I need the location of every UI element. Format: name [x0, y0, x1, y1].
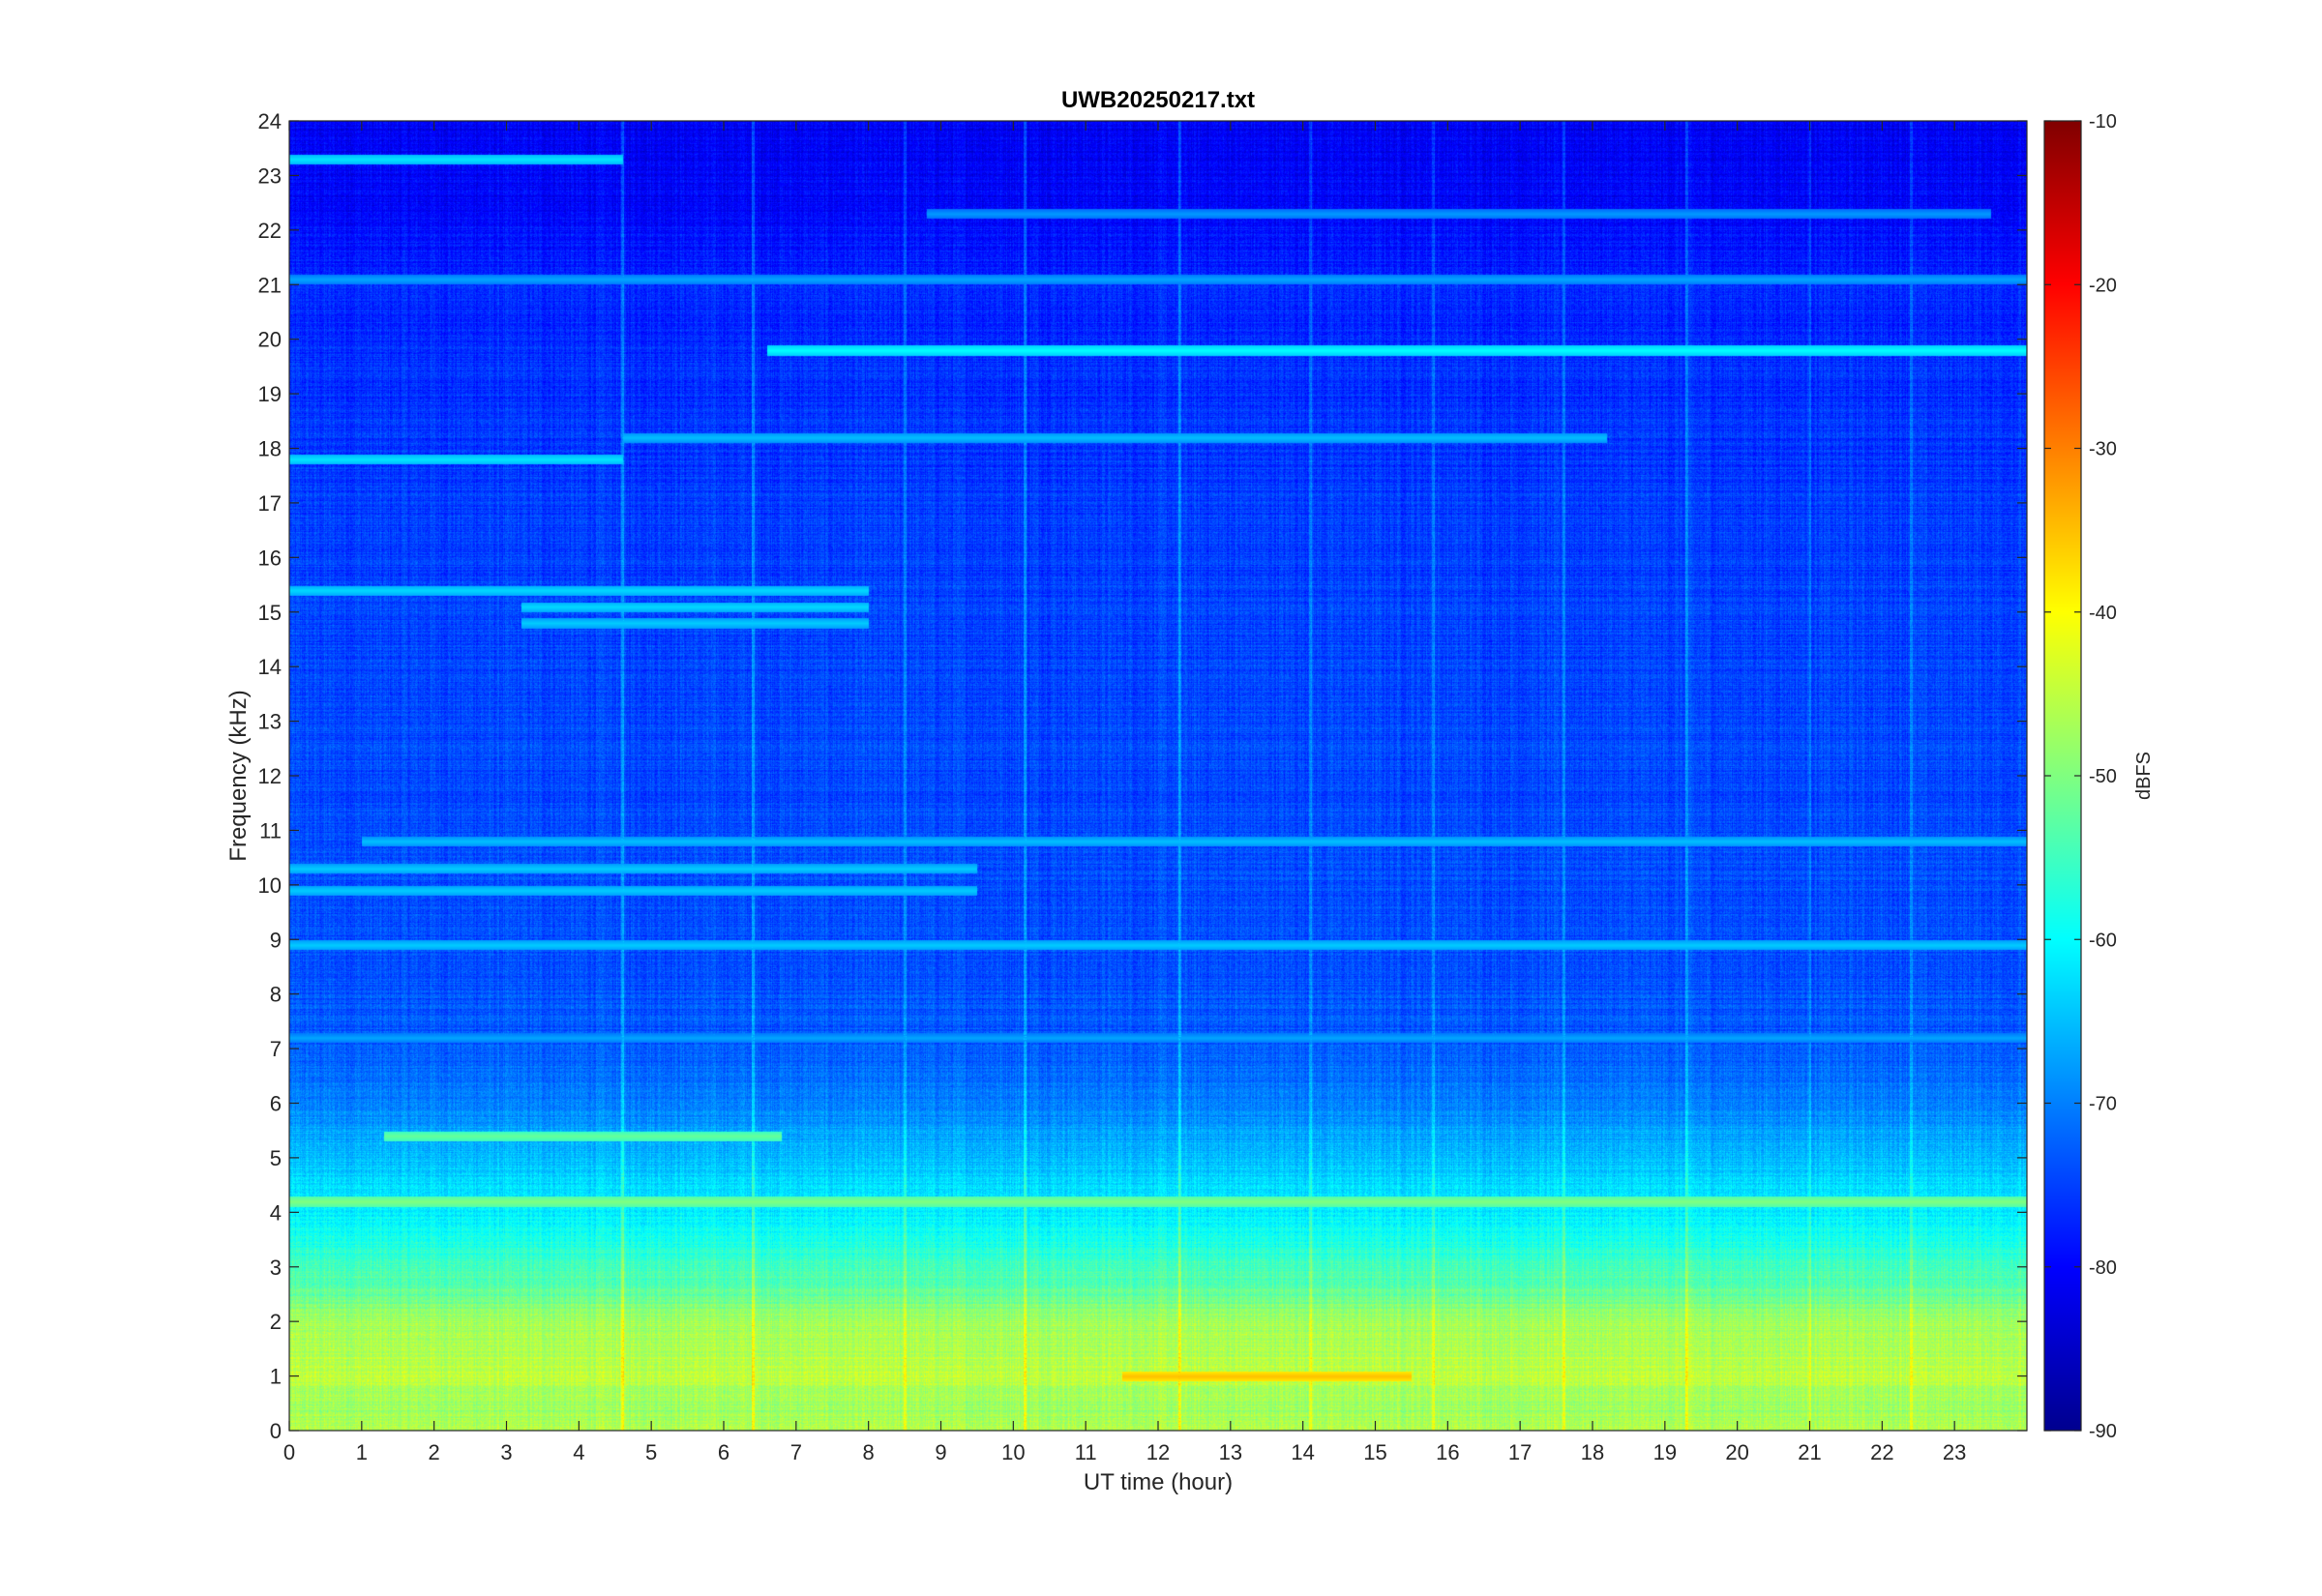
y-tick-label: 2 — [270, 1310, 282, 1334]
y-tick-label: 8 — [270, 983, 282, 1007]
y-tick-label: 4 — [270, 1200, 282, 1225]
y-tick-label: 9 — [270, 928, 282, 952]
y-tick-label: 18 — [258, 437, 282, 461]
y-tick-label: 16 — [258, 546, 282, 570]
colorbar-tick-label: -10 — [2089, 111, 2117, 133]
x-tick-label: 6 — [718, 1440, 729, 1464]
spectrogram-heatmap — [289, 121, 2027, 1431]
y-tick-label: 1 — [270, 1365, 282, 1389]
x-tick-label: 18 — [1581, 1440, 1604, 1464]
colorbar-tick-label: -60 — [2089, 930, 2117, 951]
x-tick-label: 8 — [863, 1440, 875, 1464]
colorbar-label: dBFS — [2133, 752, 2155, 800]
x-tick-label: 1 — [356, 1440, 368, 1464]
y-tick-label: 0 — [270, 1419, 282, 1443]
x-tick-label: 20 — [1725, 1440, 1748, 1464]
y-tick-label: 24 — [258, 109, 282, 133]
colorbar-tick-label: -30 — [2089, 439, 2117, 460]
y-tick-label: 19 — [258, 382, 282, 406]
x-tick-label: 0 — [283, 1440, 295, 1464]
colorbar-tick-label: -80 — [2089, 1257, 2117, 1279]
x-tick-label: 14 — [1291, 1440, 1314, 1464]
colorbar-tick-label: -70 — [2089, 1094, 2117, 1115]
x-tick-label: 15 — [1363, 1440, 1386, 1464]
colorbar-tick-label: -40 — [2089, 603, 2117, 624]
y-tick-label: 23 — [258, 163, 282, 188]
x-tick-label: 3 — [500, 1440, 512, 1464]
y-tick-label: 12 — [258, 764, 282, 788]
y-tick-label: 3 — [270, 1256, 282, 1280]
x-tick-label: 11 — [1075, 1440, 1097, 1464]
x-tick-label: 9 — [935, 1440, 946, 1464]
colorbar-tick-label: -20 — [2089, 275, 2117, 296]
x-tick-label: 13 — [1219, 1440, 1242, 1464]
x-tick-label: 19 — [1653, 1440, 1677, 1464]
x-tick-label: 5 — [645, 1440, 657, 1464]
colorbar-axis: -10 -20 -30 -40 -50 -60 -70 -80 -90 — [2044, 111, 2117, 1442]
y-tick-label: 22 — [258, 219, 282, 243]
y-tick-label: 11 — [259, 818, 282, 842]
y-tick-label: 7 — [270, 1037, 282, 1061]
x-tick-label: 7 — [790, 1440, 802, 1464]
y-tick-label: 5 — [270, 1146, 282, 1170]
y-tick-label: 20 — [258, 328, 282, 352]
colorbar-tick-label: -90 — [2089, 1421, 2117, 1442]
chart-title: UWB20250217.txt — [1061, 87, 1255, 113]
x-axis-label: UT time (hour) — [1084, 1469, 1233, 1495]
x-axis: 0 1 2 3 4 5 6 7 8 9 10 11 12 13 14 15 16 17 18 19 20 21 22 23 — [283, 121, 1966, 1464]
y-tick-label: 21 — [258, 273, 282, 297]
y-tick-label: 13 — [258, 710, 282, 734]
x-tick-label: 22 — [1870, 1440, 1893, 1464]
y-tick-label: 6 — [270, 1092, 282, 1116]
x-tick-label: 2 — [429, 1440, 440, 1464]
x-tick-label: 17 — [1508, 1440, 1532, 1464]
x-tick-label: 16 — [1436, 1440, 1459, 1464]
x-tick-label: 21 — [1798, 1440, 1821, 1464]
x-tick-label: 4 — [573, 1440, 584, 1464]
x-tick-label: 10 — [1001, 1440, 1025, 1464]
colorbar-tick-label: -50 — [2089, 766, 2117, 787]
y-tick-label: 10 — [258, 873, 282, 898]
y-tick-label: 17 — [258, 491, 282, 516]
x-tick-label: 12 — [1146, 1440, 1170, 1464]
x-tick-label: 23 — [1943, 1440, 1966, 1464]
y-tick-label: 15 — [258, 601, 282, 625]
y-tick-label: 14 — [258, 655, 282, 679]
y-axis-label: Frequency (kHz) — [225, 690, 252, 861]
